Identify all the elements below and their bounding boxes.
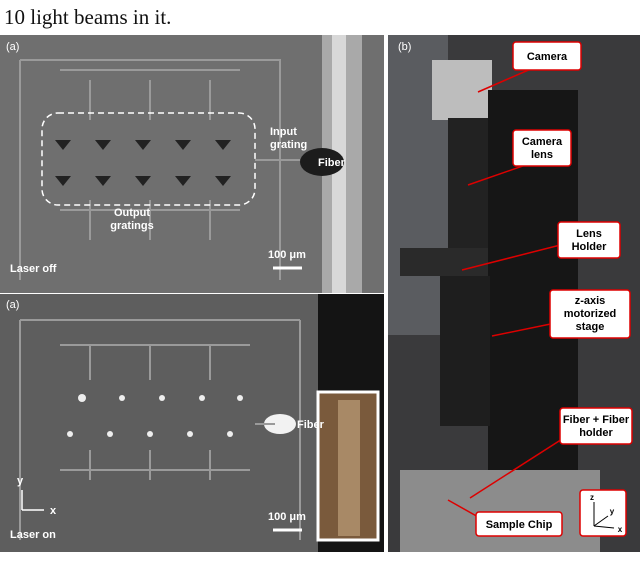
fiber-tip xyxy=(300,148,344,176)
panel-a-top: (a) Input grating Fiber Output gratings 10… xyxy=(0,35,384,293)
table xyxy=(400,470,600,552)
waveguides xyxy=(19,59,300,280)
axis-label: z xyxy=(590,493,594,502)
panel-label: (a) xyxy=(6,299,19,311)
callout: Camera lens xyxy=(522,136,563,161)
callout: Lens Holder xyxy=(572,228,608,253)
annotation: Input grating xyxy=(270,126,307,151)
panel-a-bottom: (a) Fiber y x 100 μm Laser on xyxy=(0,294,384,552)
annotation: Laser on xyxy=(10,529,56,541)
axis-label: y xyxy=(610,507,615,516)
inset-fiber xyxy=(338,400,360,536)
callout-boxes xyxy=(475,41,633,537)
axis-label: y xyxy=(17,475,24,487)
callout: Sample Chip xyxy=(486,519,553,531)
text-line: lens xyxy=(531,149,553,161)
text-line: grating xyxy=(270,139,307,151)
dashed-region xyxy=(41,112,256,206)
text-line: Fiber + Fiber xyxy=(563,414,630,426)
column xyxy=(440,276,490,426)
text-line: Lens xyxy=(576,228,602,240)
annotation: Output gratings xyxy=(110,207,153,232)
text-line: stage xyxy=(576,321,605,333)
lens xyxy=(448,118,490,258)
text-line: Input xyxy=(270,126,297,138)
text-line: z-axis xyxy=(575,295,606,307)
text-line: Camera xyxy=(522,136,563,148)
text-line: gratings xyxy=(110,220,153,232)
callout: Fiber + Fiber holder xyxy=(563,414,630,439)
axis-label: x xyxy=(618,525,623,534)
caption-line: 10 light beams in it. xyxy=(4,5,171,29)
annotation: Fiber xyxy=(297,419,325,431)
light-spots xyxy=(67,394,243,437)
text-line: motorized xyxy=(564,308,617,320)
gratings xyxy=(55,140,231,186)
fiber-spot xyxy=(264,414,296,434)
scale-bar-label: 100 μm xyxy=(268,249,306,261)
waveguides xyxy=(19,319,301,540)
scale-bar-label: 100 μm xyxy=(268,511,306,523)
annotation: Fiber xyxy=(318,157,346,169)
text-line: Output xyxy=(114,207,150,219)
panel-b: (b) Camera Camera lens Lens Holder z-axis m… xyxy=(388,35,640,552)
axis-label: x xyxy=(50,505,57,517)
text-line: holder xyxy=(579,427,613,439)
panel-label: (b) xyxy=(398,41,411,53)
panel-label: (a) xyxy=(6,41,19,53)
axis-arrows xyxy=(593,502,615,529)
annotation: Laser off xyxy=(10,263,57,275)
callout: Camera xyxy=(527,51,568,63)
text-line: Holder xyxy=(572,241,608,253)
callout: z-axis motorized stage xyxy=(564,295,617,333)
